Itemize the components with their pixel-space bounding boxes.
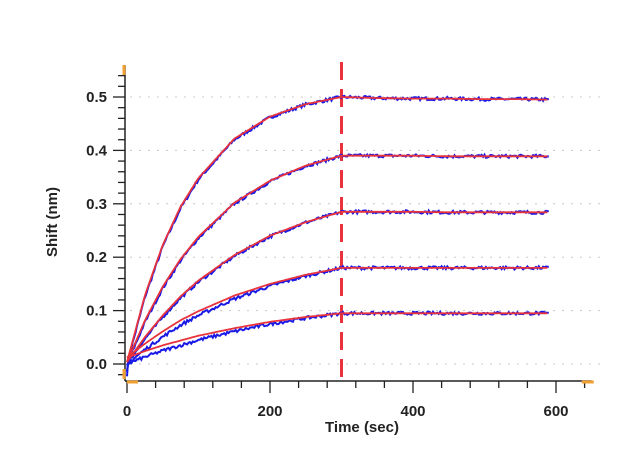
fit-series-2 <box>126 154 548 363</box>
fit-series-4 <box>126 267 548 359</box>
x-axis-title: Time (sec) <box>325 419 399 436</box>
x-tick-label: 600 <box>543 403 568 420</box>
tick-labels: 0.0 0.1 0.2 0.3 0.4 0.5 0 200 400 600 <box>86 89 568 420</box>
y-tick-label: 0.4 <box>86 142 108 159</box>
axes <box>113 64 594 393</box>
x-tick-label: 400 <box>400 403 425 420</box>
y-tick-label: 0.0 <box>86 356 107 373</box>
measured-series-3 <box>126 208 549 371</box>
y-tick-label: 0.5 <box>86 89 107 106</box>
measured-series-2 <box>126 152 549 373</box>
measured-series-5 <box>126 309 549 366</box>
measured-series-1 <box>126 94 549 377</box>
y-tick-label: 0.1 <box>86 303 107 320</box>
x-tick-label: 0 <box>123 403 131 420</box>
grid-lines <box>130 96 600 365</box>
x-tick-label: 200 <box>257 403 282 420</box>
fit-series-5 <box>126 312 548 359</box>
fit-series-1 <box>126 96 548 363</box>
series-group <box>126 62 549 378</box>
y-tick-label: 0.3 <box>86 196 107 213</box>
y-tick-label: 0.2 <box>86 249 107 266</box>
fit-series-3 <box>126 210 548 363</box>
y-axis-title: Shift (nm) <box>44 187 61 257</box>
